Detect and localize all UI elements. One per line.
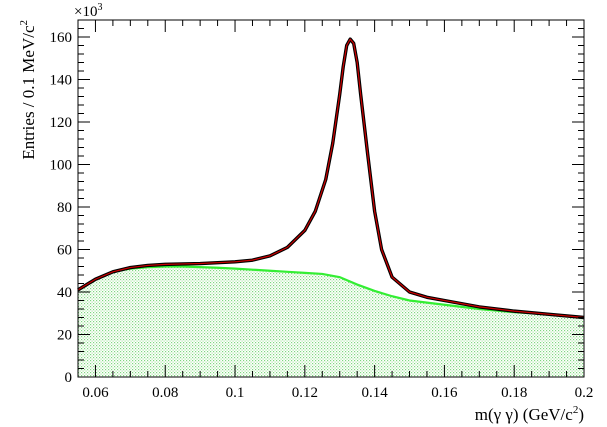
- x-tick-label: 0.12: [292, 385, 318, 401]
- x-tick-label: 0.06: [82, 385, 109, 401]
- y-tick-label: 80: [57, 200, 72, 216]
- y-tick-label: 0: [65, 370, 73, 386]
- x-tick-label: 0.1: [226, 385, 245, 401]
- y-exponent-label: ×103: [74, 2, 102, 20]
- x-tick-label: 0.14: [361, 385, 388, 401]
- x-tick-label: 0.2: [575, 385, 594, 401]
- y-axis-tick-labels: 0 20 40 60 80 100 120 140 160: [50, 30, 73, 386]
- x-axis-tick-labels: 0.06 0.08 0.1 0.12 0.14 0.16 0.18 0.2: [82, 385, 593, 401]
- background-curve: [77, 265, 585, 319]
- y-tick-label: 40: [57, 285, 72, 301]
- y-tick-label: 60: [57, 243, 72, 259]
- y-axis-label: Entries / 0.1 MeV/c2: [18, 20, 38, 160]
- y-tick-label: 120: [50, 115, 73, 131]
- x-tick-label: 0.08: [152, 385, 178, 401]
- y-tick-label: 20: [57, 328, 72, 344]
- y-tick-label: 100: [50, 158, 73, 174]
- x-tick-label: 0.18: [501, 385, 527, 401]
- background-area: [78, 266, 584, 377]
- fit-curve: [77, 38, 585, 319]
- plot-layer: [77, 37, 585, 377]
- x-axis-ticks: [77, 20, 585, 377]
- x-tick-label: 0.16: [431, 385, 458, 401]
- y-tick-label: 160: [50, 30, 73, 46]
- x-axis-label: m(γ γ) (GeV/c2): [475, 404, 584, 424]
- y-tick-label: 140: [50, 73, 73, 89]
- y-axis-ticks: [78, 19, 584, 378]
